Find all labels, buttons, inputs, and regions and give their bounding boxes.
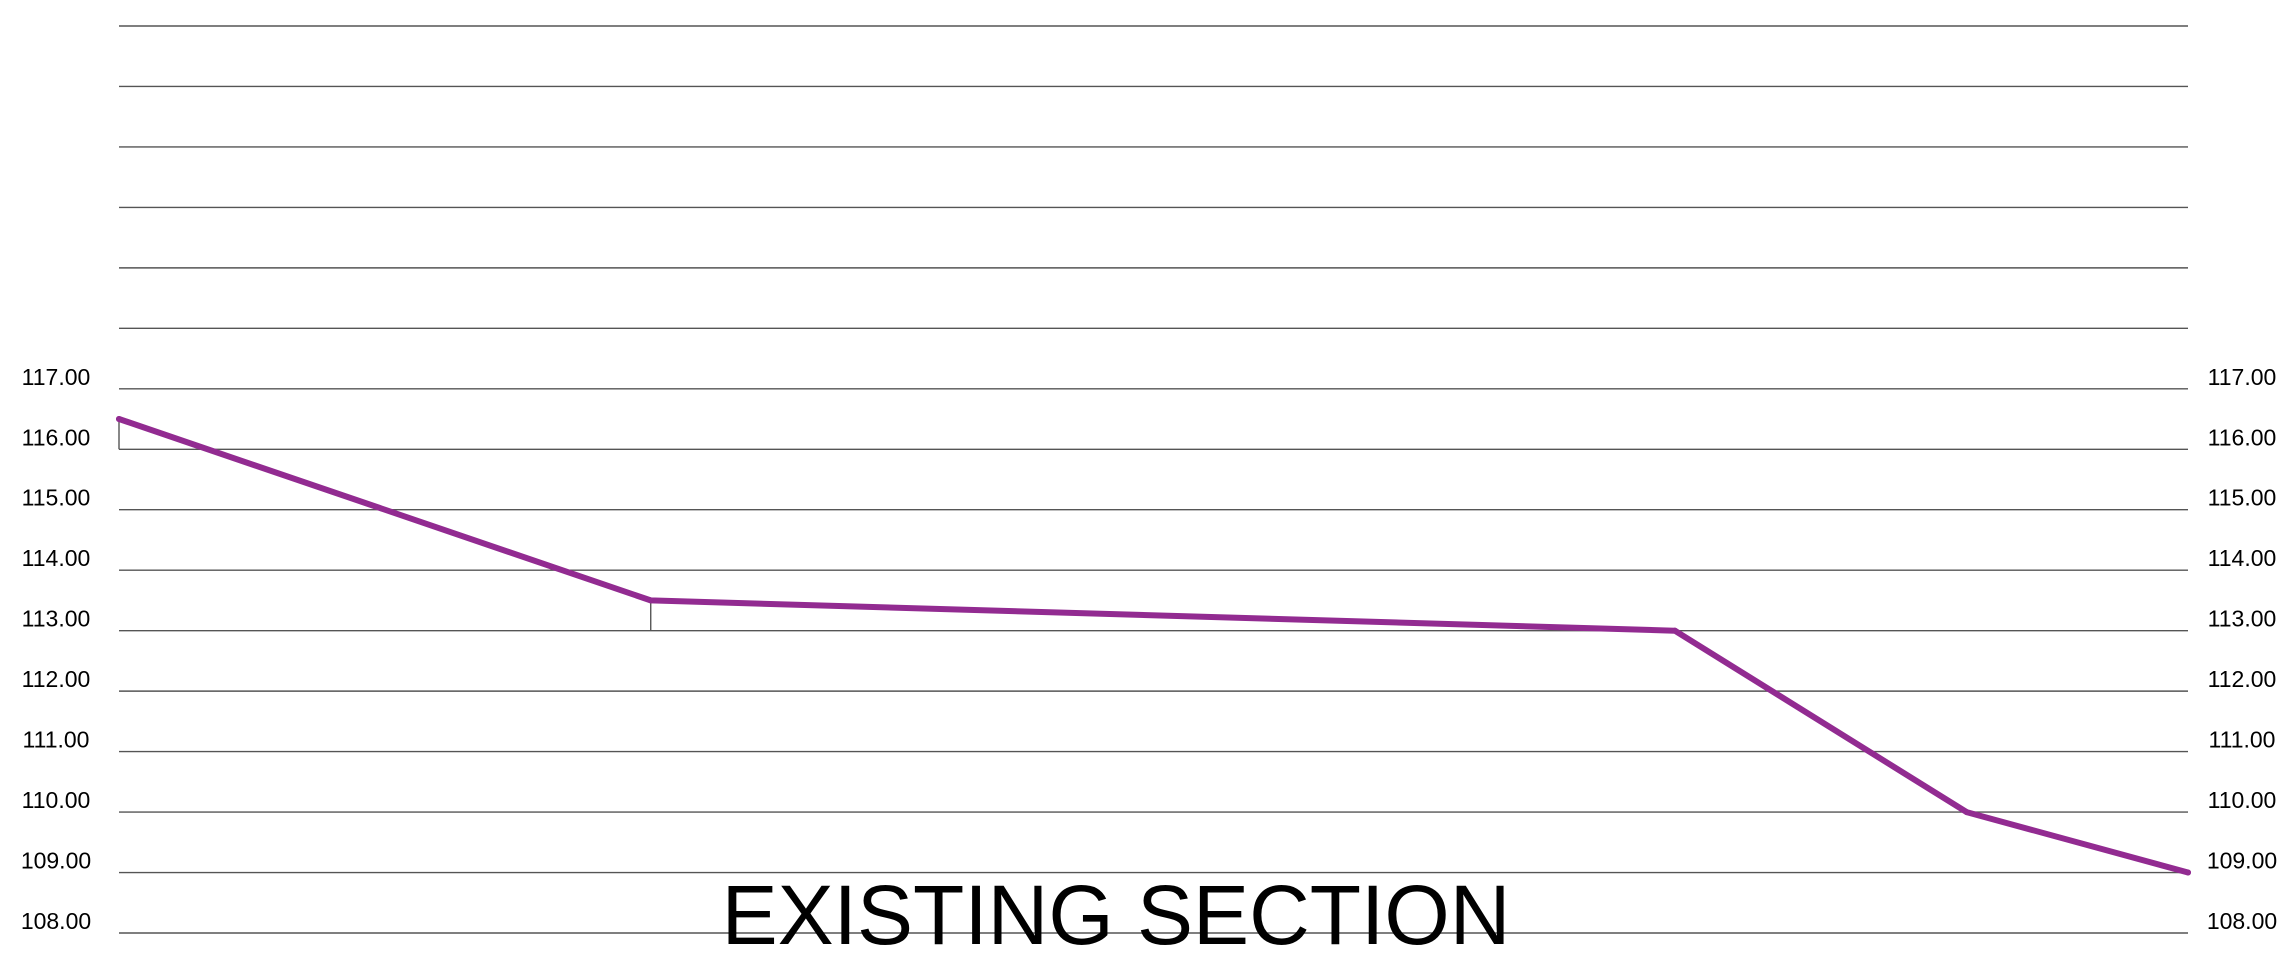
profile-line	[116, 416, 2191, 876]
y-tick-label-left: 109.00	[21, 848, 91, 874]
y-tick-label-left: 115.00	[22, 485, 91, 511]
y-tick-label-right: 111.00	[2209, 727, 2276, 753]
y-tick-label-right: 116.00	[2208, 424, 2277, 450]
y-tick-label-left: 112.00	[22, 666, 91, 692]
y-tick-label-right: 110.00	[2208, 787, 2277, 813]
profile-point	[1963, 809, 1970, 816]
y-tick-label-right: 114.00	[2208, 545, 2277, 571]
y-tick-label-right: 113.00	[2208, 606, 2277, 632]
y-tick-label-left: 108.00	[21, 908, 91, 934]
y-tick-label-right: 108.00	[2207, 908, 2277, 934]
y-tick-label-right: 117.00	[2208, 364, 2277, 390]
y-tick-label-right: 109.00	[2207, 848, 2277, 874]
profile-point	[647, 597, 654, 604]
chart-title: EXISTING SECTION	[722, 868, 1511, 962]
y-tick-label-left: 116.00	[22, 424, 91, 450]
y-tick-label-left: 110.00	[22, 787, 91, 813]
gridlines	[119, 25, 2188, 934]
series-layer	[116, 416, 2191, 876]
profile-point	[1671, 627, 1678, 634]
y-tick-label-left: 113.00	[22, 606, 91, 632]
y-tick-label-right: 112.00	[2208, 666, 2277, 692]
profile-point	[116, 416, 122, 423]
right-y-axis: 108.00 109.00 110.00 111.00 112.00 113.00 114.…	[2207, 364, 2277, 934]
profile-point	[2185, 869, 2191, 876]
y-tick-label-right: 115.00	[2208, 485, 2277, 511]
y-tick-label-left: 111.00	[23, 727, 90, 753]
y-tick-label-left: 117.00	[22, 364, 91, 390]
reference-ticks	[118, 419, 652, 631]
left-y-axis: 108.00 109.00 110.00 111.00 112.00 113.00 114.…	[21, 364, 91, 934]
y-tick-label-left: 114.00	[22, 545, 91, 571]
